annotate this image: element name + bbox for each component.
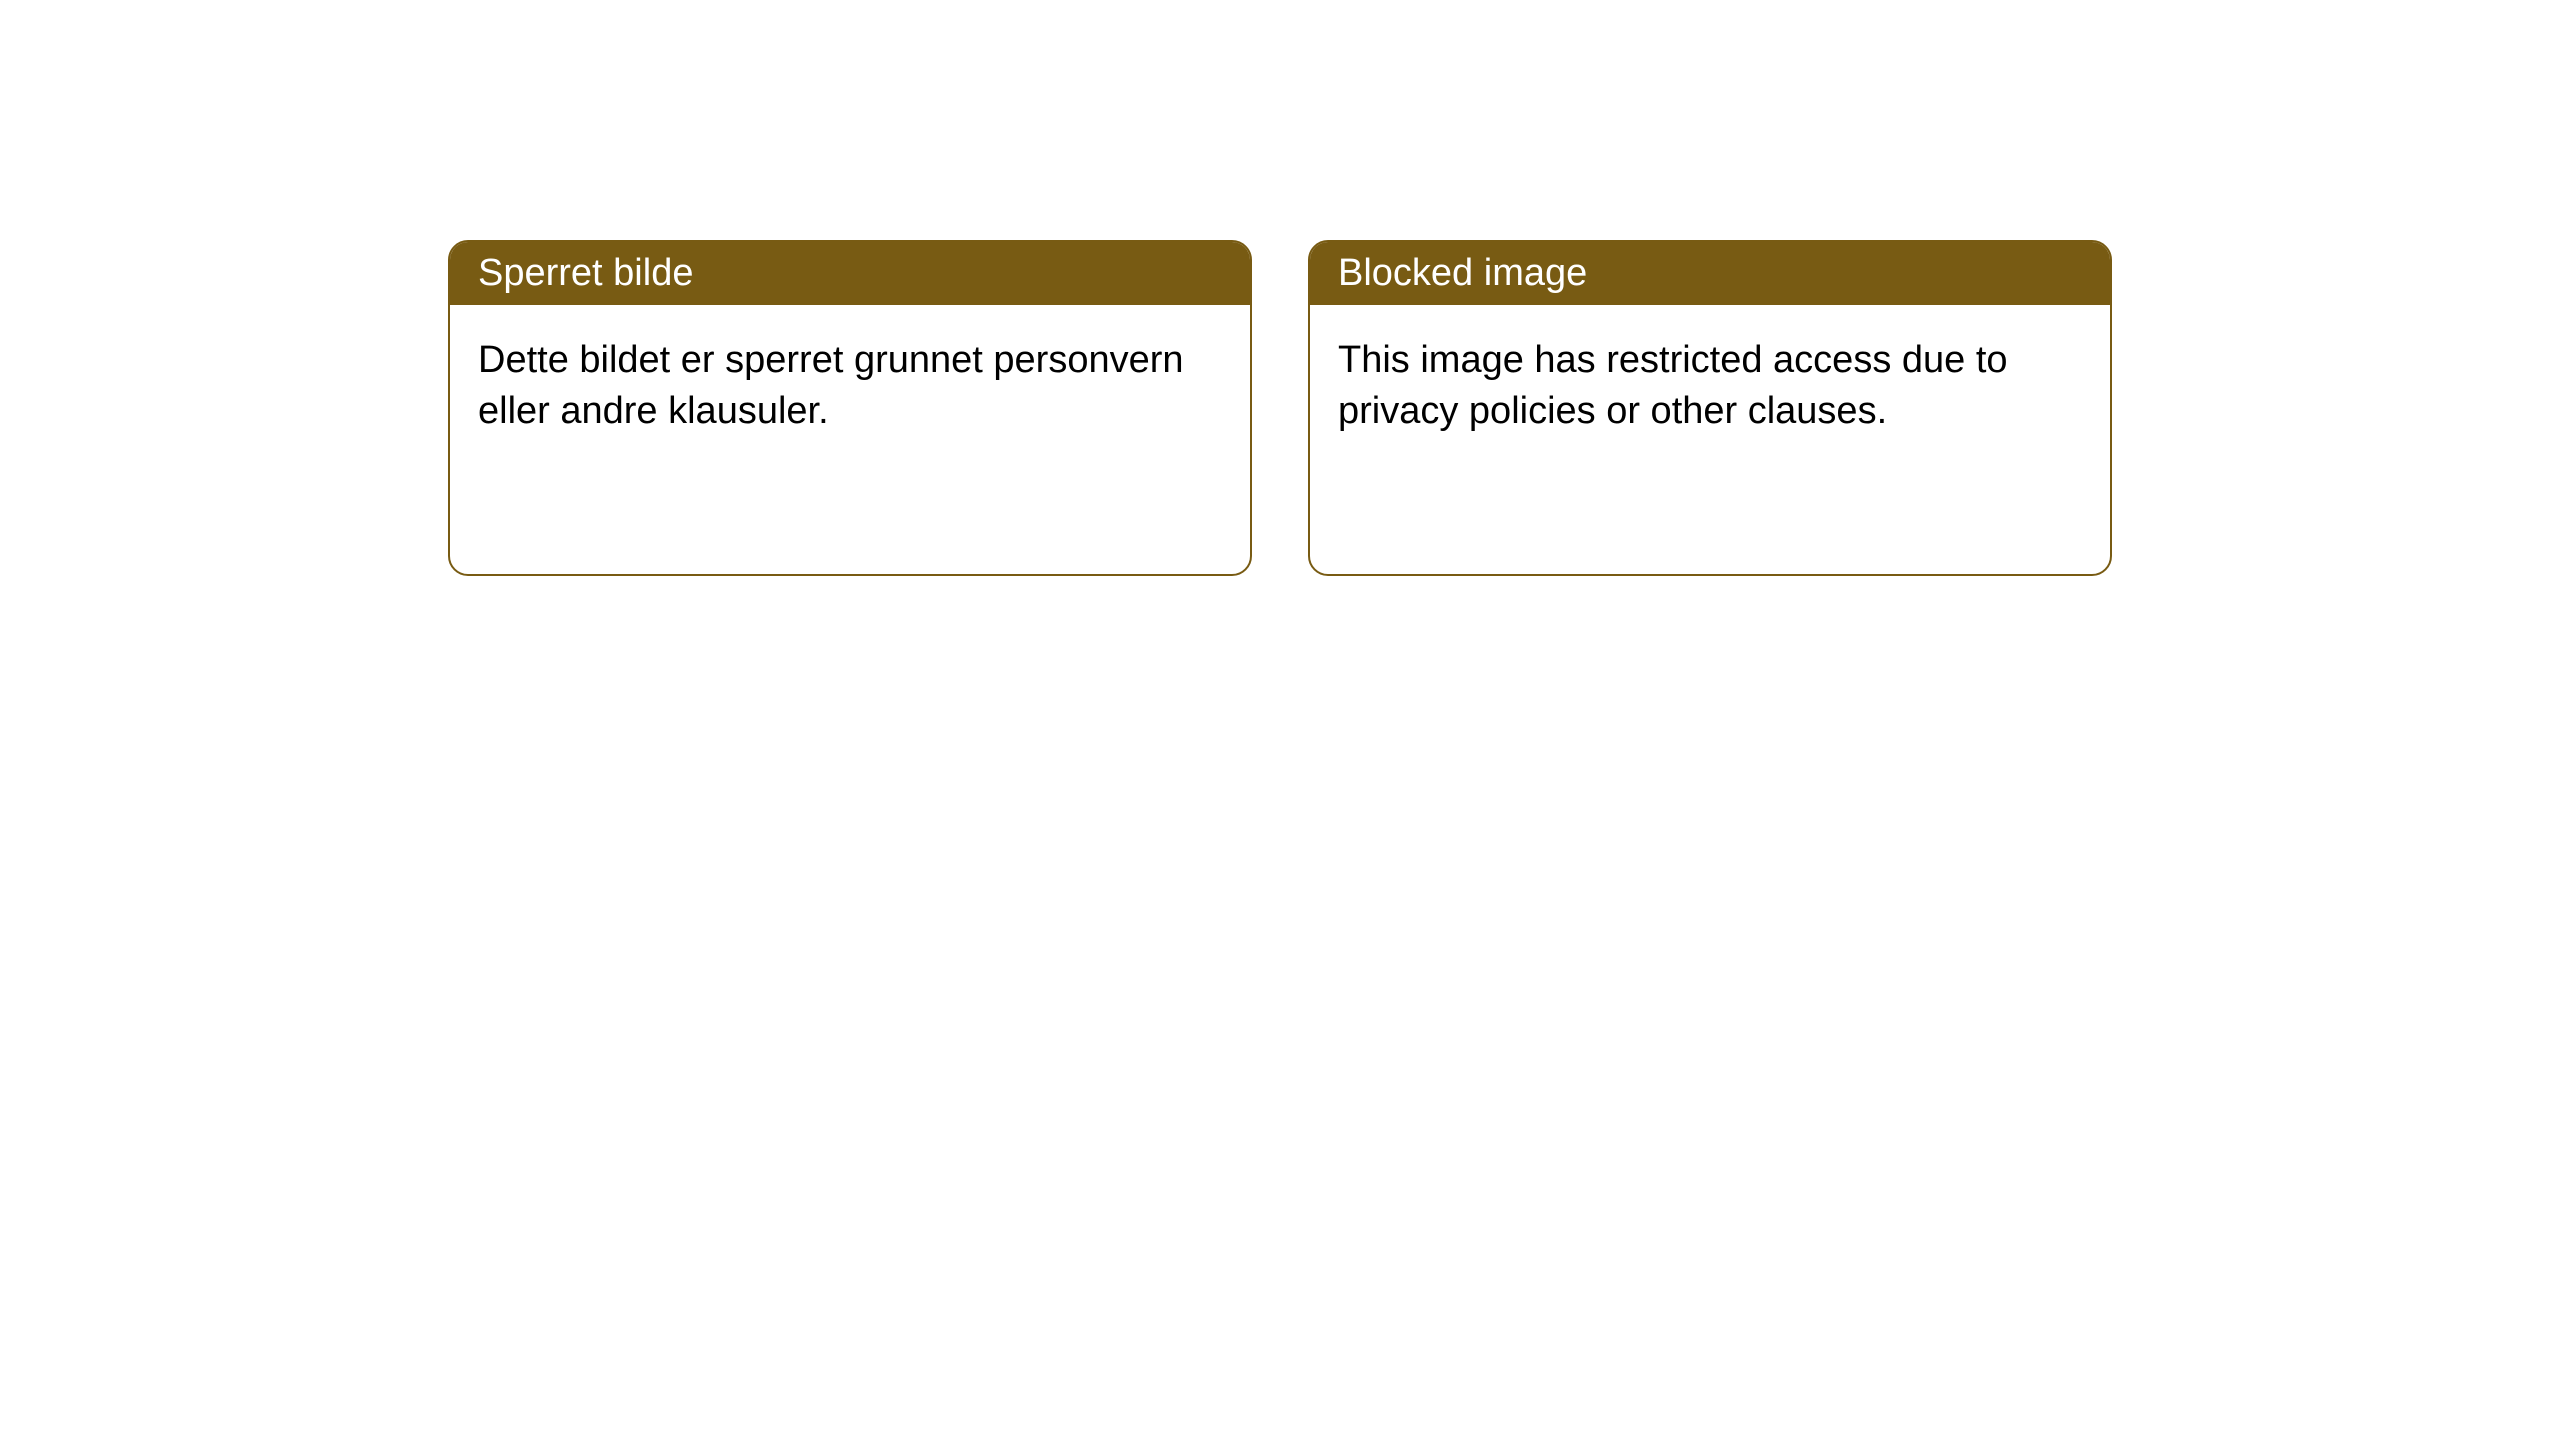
notice-header: Sperret bilde	[450, 242, 1250, 305]
notice-card-norwegian: Sperret bilde Dette bildet er sperret gr…	[448, 240, 1252, 576]
notice-container: Sperret bilde Dette bildet er sperret gr…	[448, 240, 2112, 576]
notice-header: Blocked image	[1310, 242, 2110, 305]
notice-card-english: Blocked image This image has restricted …	[1308, 240, 2112, 576]
notice-body: Dette bildet er sperret grunnet personve…	[450, 305, 1250, 468]
notice-body: This image has restricted access due to …	[1310, 305, 2110, 468]
